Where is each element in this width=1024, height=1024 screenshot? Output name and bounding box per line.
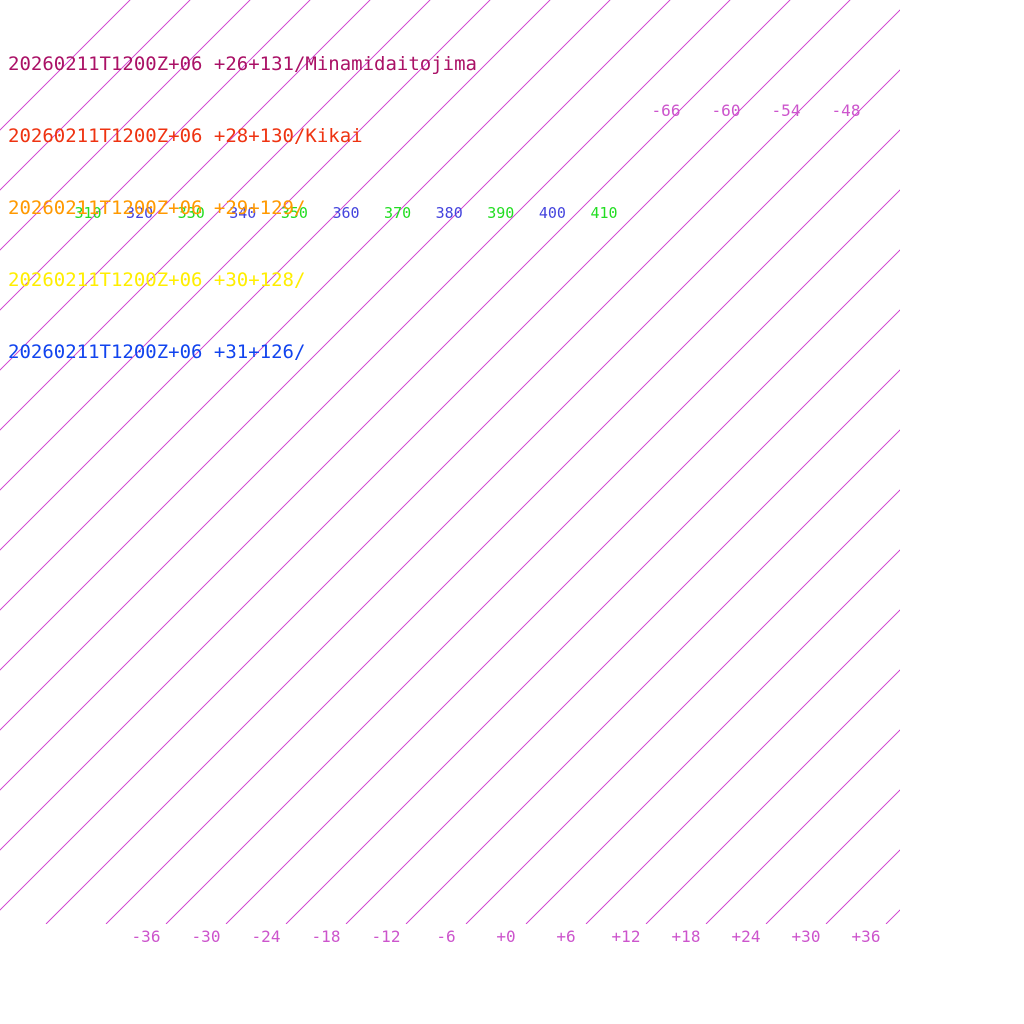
theta-label: 390 bbox=[487, 204, 514, 222]
isotherm-line bbox=[45, 69, 900, 924]
legend: 20260211T1200Z+06 +26+131/Minamidaitojim… bbox=[8, 4, 477, 388]
theta-label: 340 bbox=[229, 204, 256, 222]
x-tick-label: +12 bbox=[612, 927, 641, 946]
x-tick-label: +30 bbox=[792, 927, 821, 946]
x-tick-label: -30 bbox=[192, 927, 221, 946]
x-tick-label: -18 bbox=[312, 927, 341, 946]
isotherm-line bbox=[0, 0, 611, 611]
theta-label: 360 bbox=[332, 204, 359, 222]
isotherm-line bbox=[0, 0, 851, 851]
isotherm-line bbox=[465, 489, 900, 924]
isotherm-line bbox=[0, 0, 731, 731]
isotherm-line bbox=[765, 789, 900, 924]
x-tick-label: +24 bbox=[732, 927, 761, 946]
isotherm-line bbox=[0, 9, 900, 911]
isotherm-lines bbox=[0, 0, 900, 924]
isotherm-line bbox=[0, 0, 791, 791]
isotherm-line bbox=[165, 189, 900, 924]
theta-label: 350 bbox=[281, 204, 308, 222]
isotherm-line bbox=[0, 0, 251, 251]
x-tick-label: +6 bbox=[556, 927, 575, 946]
upper-temp-label: -66 bbox=[652, 101, 681, 120]
legend-entry: 20260211T1200Z+06 +31+126/ bbox=[8, 341, 306, 363]
x-tick-label: +36 bbox=[852, 927, 881, 946]
isotherm-line bbox=[825, 849, 900, 924]
x-tick-label: -6 bbox=[436, 927, 455, 946]
theta-label: 330 bbox=[178, 204, 205, 222]
isotherm-line bbox=[0, 0, 551, 551]
x-tick-labels: -36 -30 -24 -18 -12 -6 +0 +6 +12 +18 +24 +30 +36 bbox=[132, 927, 881, 946]
isotherm-line bbox=[0, 0, 311, 311]
x-tick-label: -36 bbox=[132, 927, 161, 946]
theta-label: 310 bbox=[74, 204, 101, 222]
isotherm-line bbox=[0, 0, 431, 431]
isotherm-line bbox=[525, 549, 900, 924]
upper-temp-labels: -66 -60 -54 -48 bbox=[652, 101, 861, 120]
theta-label: 370 bbox=[384, 204, 411, 222]
theta-label: 320 bbox=[126, 204, 153, 222]
isotherm-line bbox=[345, 369, 900, 924]
theta-label: 410 bbox=[590, 204, 617, 222]
isotherm-line bbox=[225, 249, 900, 924]
isotherm-line bbox=[885, 909, 900, 924]
upper-temp-label: -48 bbox=[832, 101, 861, 120]
upper-temp-label: -60 bbox=[712, 101, 741, 120]
theta-labels: 310 320 330 340 350 360 370 380 390 400 410 bbox=[74, 204, 617, 222]
isotherm-line bbox=[405, 429, 900, 924]
legend-entry: 20260211T1200Z+06 +30+128/ bbox=[8, 269, 306, 291]
isotherm-line bbox=[705, 729, 900, 924]
isotherm-line bbox=[645, 669, 900, 924]
isotherm-line bbox=[105, 129, 900, 924]
x-tick-label: -12 bbox=[372, 927, 401, 946]
isotherm-line bbox=[285, 309, 900, 924]
theta-label: 400 bbox=[539, 204, 566, 222]
isotherm-line bbox=[585, 609, 900, 924]
legend-entry: 20260211T1200Z+06 +28+130/Kikai bbox=[8, 125, 363, 147]
isotherm-line bbox=[0, 0, 671, 671]
x-tick-label: +0 bbox=[496, 927, 515, 946]
x-tick-label: +18 bbox=[672, 927, 701, 946]
theta-label: 380 bbox=[436, 204, 463, 222]
legend-entry: 20260211T1200Z+06 +29+129/ bbox=[8, 197, 306, 219]
x-tick-label: -24 bbox=[252, 927, 281, 946]
upper-temp-label: -54 bbox=[772, 101, 801, 120]
isotherm-line bbox=[0, 0, 371, 371]
isotherm-line bbox=[0, 0, 491, 491]
isotherm-line bbox=[0, 0, 191, 191]
legend-entry: 20260211T1200Z+06 +26+131/Minamidaitojim… bbox=[8, 53, 477, 75]
